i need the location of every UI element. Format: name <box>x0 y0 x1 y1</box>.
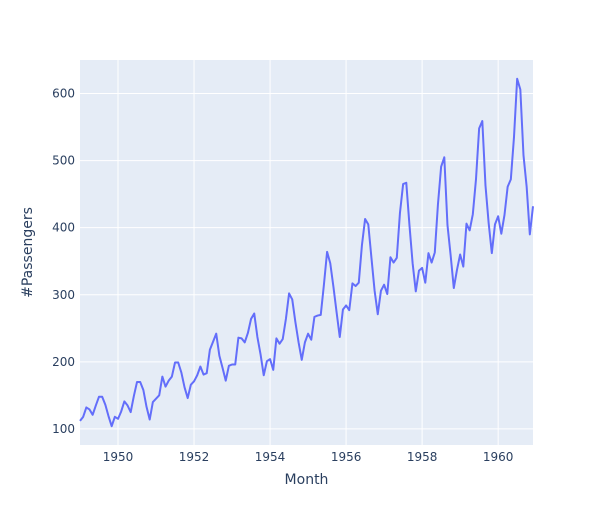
y-tick-label: 200 <box>52 355 75 369</box>
x-tick-label: 1954 <box>255 450 286 464</box>
x-tick-label: 1952 <box>179 450 210 464</box>
y-tick-labels: 100 200 300 400 500 600 <box>52 87 75 436</box>
y-gridlines <box>80 93 533 430</box>
x-tick-label: 1960 <box>483 450 514 464</box>
y-tick-label: 100 <box>52 422 75 436</box>
x-tick-labels: 1950 1952 1954 1956 1958 1960 <box>103 450 514 464</box>
y-tick-label: 400 <box>52 221 75 235</box>
x-gridlines <box>117 60 499 445</box>
y-tick-label: 300 <box>52 288 75 302</box>
y-axis-title: #Passengers <box>20 207 36 298</box>
series-group <box>79 77 534 428</box>
x-tick-label: 1950 <box>103 450 134 464</box>
y-tick-label: 500 <box>52 154 75 168</box>
x-axis-title: Month <box>285 472 329 488</box>
x-tick-label: 1956 <box>331 450 362 464</box>
y-tick-label: 600 <box>52 87 75 101</box>
series-line-passengers <box>79 77 534 428</box>
x-tick-label: 1958 <box>407 450 438 464</box>
plot-background <box>80 60 533 445</box>
